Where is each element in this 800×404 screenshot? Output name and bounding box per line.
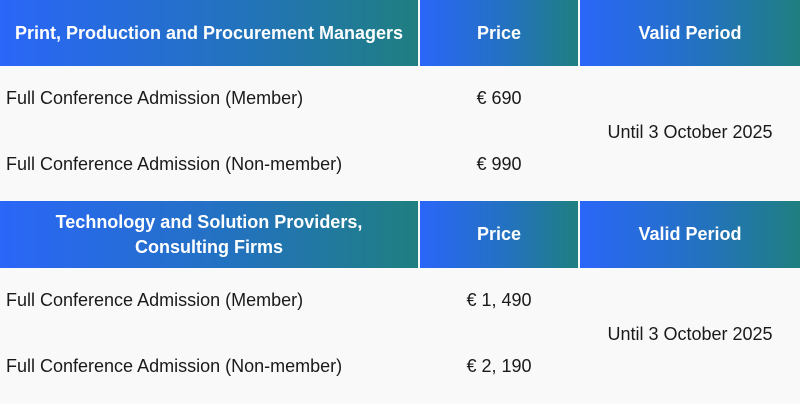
header-category: Print, Production and Procurement Manage…: [0, 0, 418, 66]
header-category: Technology and Solution Providers, Consu…: [0, 201, 418, 268]
header-period-label: Valid Period: [638, 224, 742, 244]
row-name: Full Conference Admission (Member): [6, 290, 304, 310]
row-name: Full Conference Admission (Non-member): [6, 356, 343, 376]
row-price: € 990: [476, 154, 522, 174]
header-price-label: Price: [476, 22, 522, 43]
header-price-label: Price: [476, 224, 522, 244]
header-valid-period: Valid Period: [580, 0, 800, 66]
header-valid-period: Valid Period: [580, 201, 800, 268]
valid-until: Until 3 October 2025: [607, 122, 773, 142]
row-price: € 1, 490: [466, 290, 532, 310]
row-name: Full Conference Admission (Non-member): [6, 154, 343, 174]
header-price: Price: [420, 0, 578, 66]
row-name: Full Conference Admission (Member): [6, 88, 304, 108]
valid-until: Until 3 October 2025: [607, 324, 773, 344]
header-period-label: Valid Period: [638, 22, 742, 43]
header-price: Price: [420, 201, 578, 268]
row-price: € 690: [476, 88, 522, 108]
header-category-label: Print, Production and Procurement Manage…: [14, 22, 404, 43]
row-price: € 2, 190: [466, 356, 532, 376]
header-category-label: Technology and Solution Providers, Consu…: [55, 211, 363, 257]
